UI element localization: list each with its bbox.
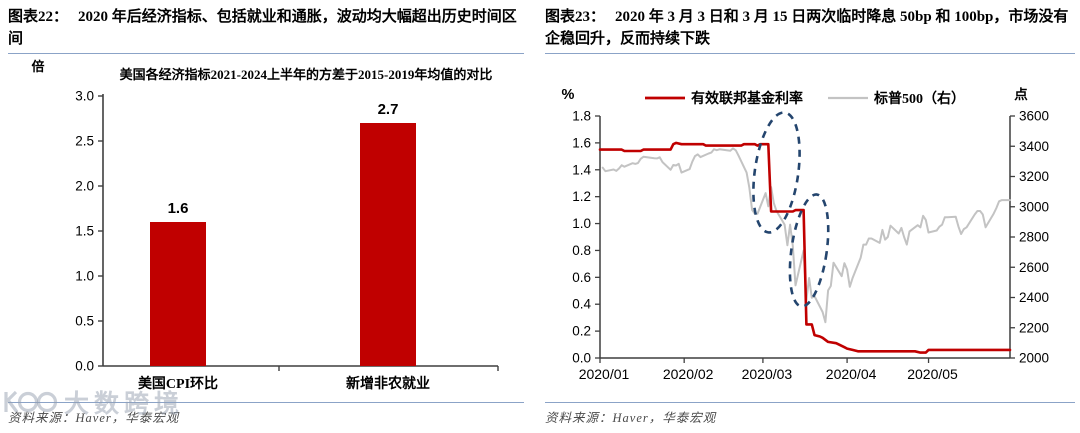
figure-22-label: 图表22： — [8, 9, 69, 25]
source-divider — [545, 402, 1075, 403]
right-tick-label: 3400 — [1019, 139, 1049, 154]
right-tick-label: 3200 — [1019, 169, 1049, 184]
right-tick-label: 2400 — [1019, 290, 1049, 305]
x-category-label: 新增非农就业 — [346, 375, 430, 390]
sp500-line — [601, 147, 1011, 324]
y-tick-label: 0.5 — [75, 314, 94, 329]
y-tick-label: 0.0 — [75, 359, 94, 374]
right-tick-label: 2200 — [1019, 320, 1049, 335]
legend-label: 标普500（右） — [873, 90, 965, 107]
left-tick-label: 1.4 — [572, 162, 591, 177]
right-tick-label: 2800 — [1019, 230, 1049, 245]
y-tick-label: 2.0 — [75, 179, 94, 194]
x-tick-label: 2020/04 — [826, 366, 877, 382]
left-axis-unit: % — [562, 87, 575, 103]
left-tick-label: 0.2 — [572, 324, 591, 339]
y-tick-label: 2.5 — [75, 134, 94, 149]
bar-chart: 美国各经济指标2021-2024上半年的方差于2015-2019年均值的对比 倍 0… — [31, 59, 499, 390]
source-divider — [8, 402, 524, 403]
chart-subtitle: 美国各经济指标2021-2024上半年的方差于2015-2019年均值的对比 — [120, 67, 493, 82]
figure-23-panel: 图表23： 2020 年 3 月 3 日和 3 月 15 日两次临时降息 50bp… — [545, 6, 1075, 426]
x-tick-label: 2020/01 — [579, 366, 630, 382]
figure-23-title-text: 2020 年 3 月 3 日和 3 月 15 日两次临时降息 50bp 和 10… — [545, 9, 1069, 47]
x-tick-label: 2020/05 — [907, 366, 958, 382]
right-tick-label: 3600 — [1019, 109, 1049, 124]
y-axis-unit: 倍 — [31, 59, 44, 74]
x-category-label: 美国CPI环比 — [138, 375, 218, 390]
title-divider — [8, 53, 524, 54]
left-tick-label: 1.2 — [572, 189, 591, 204]
x-tick-label: 2020/02 — [663, 366, 714, 382]
figure-23-source: 资料来源：Haver，华泰宏观 — [545, 411, 717, 425]
x-tick-label: 2020/03 — [742, 366, 793, 382]
left-tick-label: 1.0 — [572, 216, 591, 231]
y-tick-label: 1.5 — [75, 224, 94, 239]
bar — [150, 222, 206, 366]
left-tick-label: 0.8 — [572, 243, 591, 258]
left-tick-label: 1.8 — [572, 109, 591, 124]
left-tick-label: 1.6 — [572, 135, 591, 150]
figure-22-title: 图表22： 2020 年后经济指标、包括就业和通胀，波动均大幅超出历史时间区间 — [8, 6, 524, 50]
right-axis-unit: 点 — [1014, 86, 1028, 102]
right-tick-label: 2000 — [1019, 351, 1049, 366]
figure-22-source: 资料来源：Haver，华泰宏观 — [8, 411, 180, 425]
right-tick-label: 2600 — [1019, 260, 1049, 275]
rate-cut-ellipse-annotation — [752, 111, 801, 234]
figure-23-title: 图表23： 2020 年 3 月 3 日和 3 月 15 日两次临时降息 50bp… — [545, 6, 1075, 50]
title-divider — [545, 53, 1075, 54]
left-tick-label: 0.4 — [572, 297, 591, 312]
figure-23-label: 图表23： — [545, 9, 606, 25]
rate-cut-ellipse-annotation — [788, 193, 830, 308]
line-chart: % 点 有效联邦基金利率 标普500（右） 0.0 0.2 0.4 0.6 0.8 1.0 1.2 1… — [562, 86, 1050, 382]
fed-funds-rate-line — [598, 141, 1012, 354]
right-tick-label: 3000 — [1019, 199, 1049, 214]
bar — [360, 123, 416, 366]
y-tick-label: 1.0 — [75, 269, 94, 284]
y-tick-label: 3.0 — [75, 89, 94, 104]
bar-value-label: 2.7 — [378, 101, 399, 118]
left-tick-label: 0.0 — [572, 351, 591, 366]
left-tick-label: 0.6 — [572, 270, 591, 285]
figure-22-title-text: 2020 年后经济指标、包括就业和通胀，波动均大幅超出历史时间区间 — [8, 9, 517, 47]
figure-22-panel: 图表22： 2020 年后经济指标、包括就业和通胀，波动均大幅超出历史时间区间 美… — [8, 6, 524, 426]
legend-label: 有效联邦基金利率 — [691, 90, 803, 107]
bar-value-label: 1.6 — [168, 200, 189, 217]
